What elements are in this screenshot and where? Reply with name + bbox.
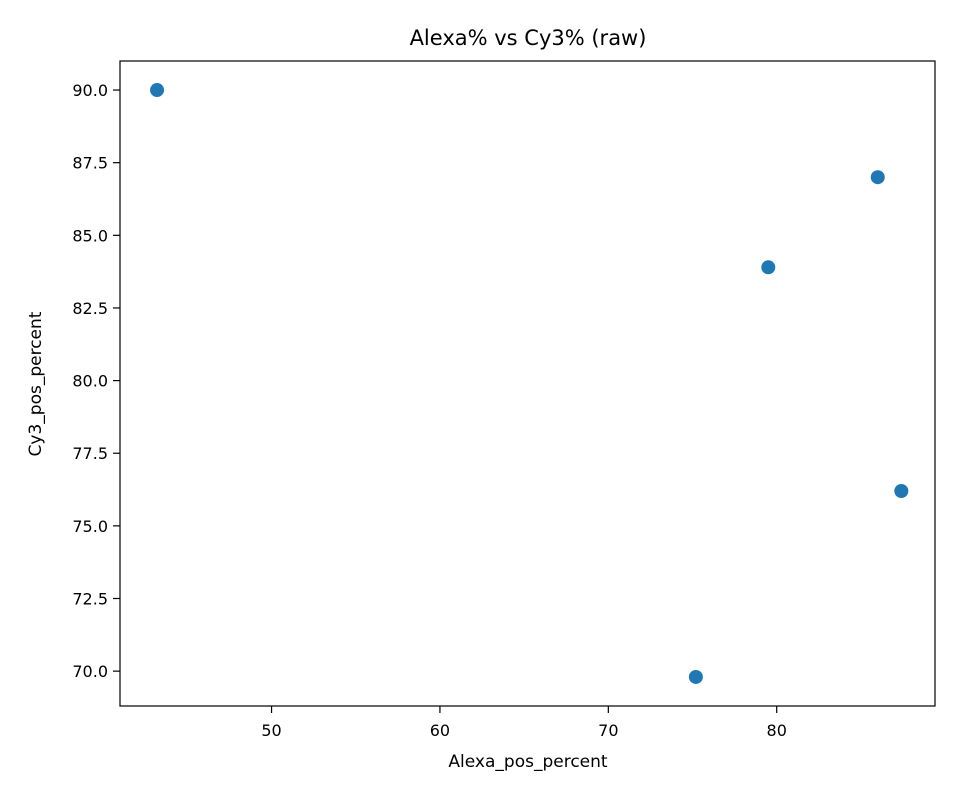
x-tick-label: 60 bbox=[430, 721, 450, 740]
scatter-point bbox=[894, 484, 909, 498]
plot-frame bbox=[119, 60, 936, 707]
x-tick-label: 50 bbox=[261, 721, 281, 740]
y-tick-label: 90.0 bbox=[72, 81, 108, 100]
scatter-point bbox=[150, 83, 165, 98]
x-tick-label: 80 bbox=[767, 721, 787, 740]
y-tick-label: 75.0 bbox=[72, 517, 108, 536]
x-axis-label: Alexa_pos_percent bbox=[448, 752, 607, 772]
y-tick-label: 70.0 bbox=[72, 662, 108, 681]
y-axis-ticks: 70.0 72.5 75.0 77.5 80.0 82.5 85.0 87.5 90.0 bbox=[72, 81, 120, 681]
y-tick-label: 82.5 bbox=[72, 299, 108, 318]
y-tick-label: 77.5 bbox=[72, 444, 108, 463]
y-tick-label: 85.0 bbox=[72, 226, 108, 245]
y-tick-label: 72.5 bbox=[72, 590, 108, 609]
scatter-point bbox=[870, 170, 885, 185]
x-tick-label: 70 bbox=[598, 721, 618, 740]
y-axis-label: Cy3_pos_percent bbox=[26, 311, 46, 456]
y-tick-label: 87.5 bbox=[72, 154, 108, 173]
data-points bbox=[150, 83, 909, 684]
x-axis-ticks: 50 60 70 80 bbox=[261, 706, 787, 740]
scatter-point bbox=[761, 260, 776, 275]
y-tick-label: 80.0 bbox=[72, 372, 108, 391]
scatter-point bbox=[688, 669, 703, 684]
chart-title: Alexa% vs Cy3% (raw) bbox=[410, 26, 647, 50]
